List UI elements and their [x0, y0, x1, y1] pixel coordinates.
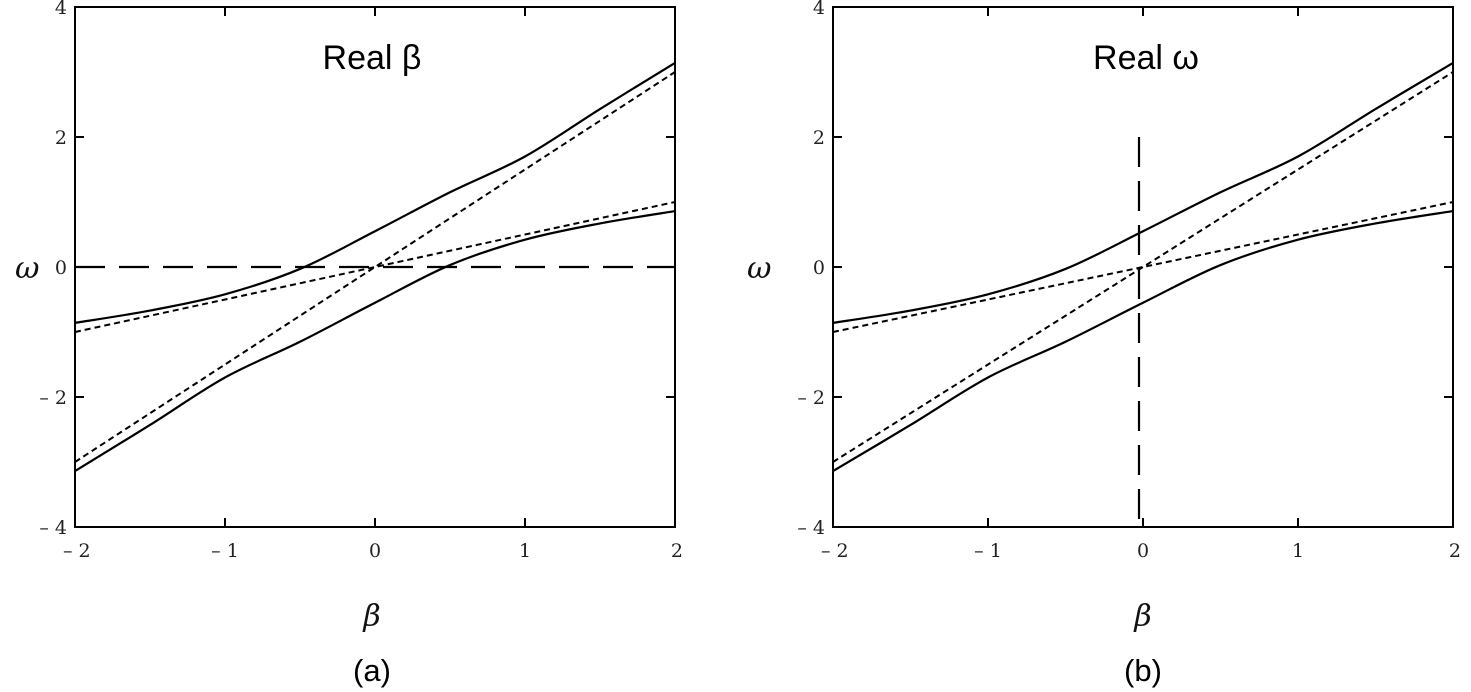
solid-series-line-1	[832, 61, 1454, 324]
x-tick-label: – 1	[211, 540, 239, 562]
chart-title: Real ω	[1093, 39, 1199, 77]
dotted-series-line-4	[832, 201, 1454, 333]
y-tick-label: – 4	[39, 517, 67, 539]
dotted-series-line-4	[74, 201, 676, 333]
x-tick-label: 0	[369, 540, 381, 562]
x-tick-label: 1	[1292, 540, 1304, 562]
x-tick-label: 1	[519, 540, 531, 562]
solid-series-line-1	[74, 61, 676, 324]
y-tick-label: – 2	[797, 387, 825, 409]
x-tick-label: – 2	[821, 540, 849, 562]
plot-frame	[832, 6, 1454, 528]
x-tick-label: – 2	[63, 540, 91, 562]
y-tick-label: 0	[813, 257, 825, 279]
x-axis-label: β	[1133, 599, 1151, 634]
x-axis-label: β	[362, 599, 380, 634]
y-tick-label: 4	[813, 0, 825, 19]
x-tick-label: 2	[1449, 540, 1461, 562]
y-axis-label: ω	[15, 251, 39, 286]
panel-caption: (a)	[353, 653, 391, 688]
y-tick-label: 2	[813, 127, 825, 149]
y-tick-label: – 2	[39, 387, 67, 409]
y-tick-label: 2	[55, 127, 67, 149]
y-tick-label: 4	[55, 0, 67, 19]
panel-caption: (b)	[1124, 653, 1162, 688]
solid-series-line-2	[832, 210, 1454, 473]
y-tick-label: – 4	[797, 517, 825, 539]
x-tick-label: – 1	[974, 540, 1002, 562]
x-tick-label: 0	[1137, 540, 1149, 562]
y-tick-label: 0	[55, 257, 67, 279]
dotted-series-line-3	[832, 71, 1454, 463]
solid-series-line-2	[74, 210, 676, 473]
x-tick-label: 2	[671, 540, 683, 562]
y-axis-label: ω	[747, 251, 771, 286]
chart-title: Real β	[323, 39, 422, 77]
